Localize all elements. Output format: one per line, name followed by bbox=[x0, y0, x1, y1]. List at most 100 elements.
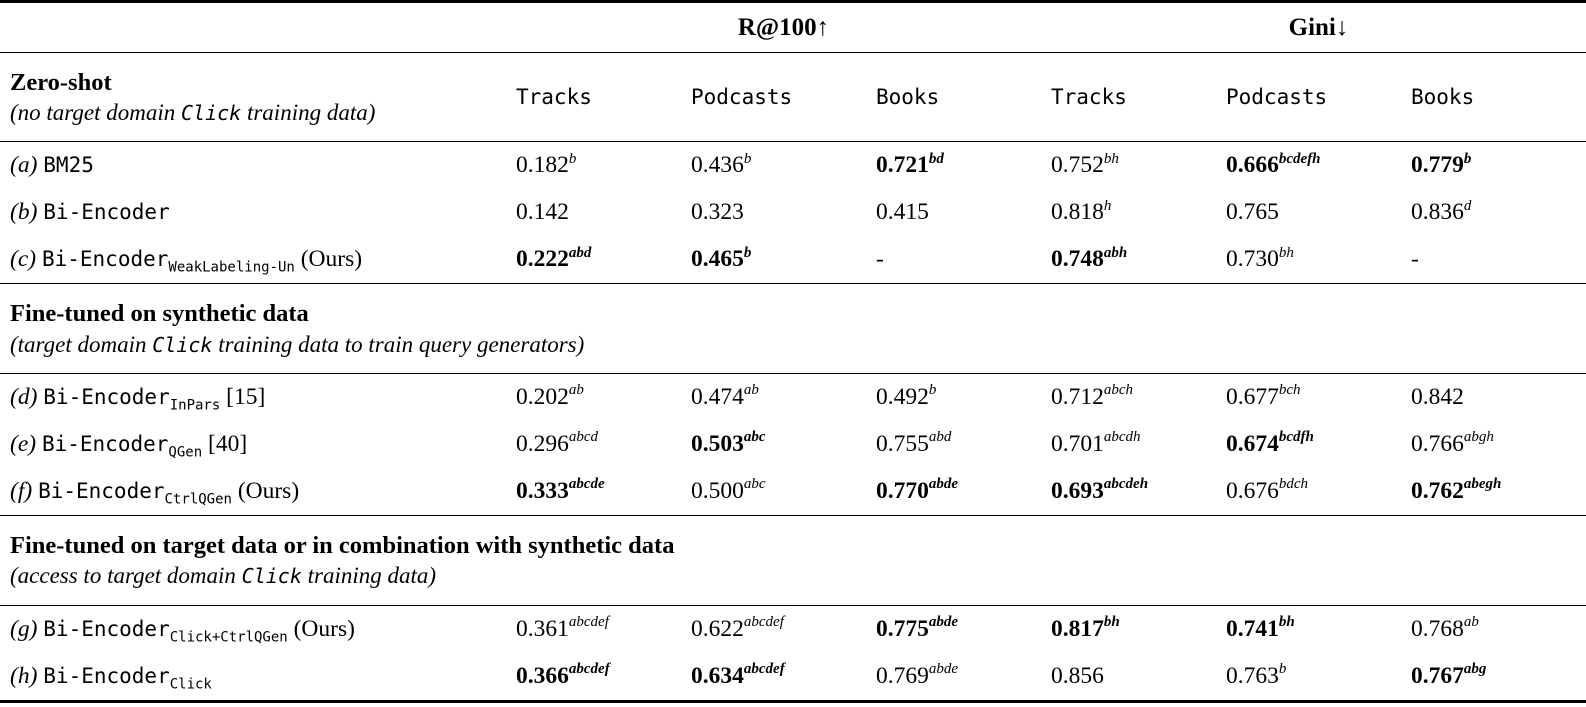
significance-markers: ab bbox=[743, 382, 759, 399]
significance-markers: abd bbox=[928, 429, 952, 446]
metric-value: 0.779 bbox=[1411, 152, 1464, 179]
metric-value-cell: 0.766abgh bbox=[1411, 421, 1586, 468]
metric-value-cell: 0.770abde bbox=[876, 468, 1051, 516]
metric-value-cell: 0.762abegh bbox=[1411, 468, 1586, 516]
metric-value-cell: 0.779b bbox=[1411, 142, 1586, 190]
significance-markers: abh bbox=[1103, 244, 1128, 261]
metric-value: 0.765 bbox=[1226, 199, 1279, 226]
row-index: (h) bbox=[10, 662, 38, 689]
model-variant-subscript: InPars bbox=[169, 397, 221, 414]
metric-value: - bbox=[876, 246, 884, 273]
metric-value: 0.856 bbox=[1051, 662, 1104, 689]
model-name: Bi-Encoder bbox=[43, 663, 170, 688]
model-name: Bi-Encoder bbox=[41, 432, 169, 457]
metric-value-cell: 0.436b bbox=[691, 142, 876, 190]
column-header-books-r100: Books bbox=[876, 84, 940, 109]
metric-value-cell: 0.712abch bbox=[1051, 374, 1226, 422]
model-label: (d) Bi-EncoderInPars [15] bbox=[0, 374, 516, 422]
section-subtitle-text: training data) bbox=[301, 563, 437, 589]
section-header-row: Zero-shot (no target domain Click trainin… bbox=[0, 52, 1586, 142]
metric-value-cell: 0.202ab bbox=[516, 374, 691, 422]
metric-value: 0.770 bbox=[876, 478, 929, 505]
table-row: (b) Bi-Encoder 0.142 0.323 0.415 0.818h 0.765… bbox=[0, 189, 1586, 236]
metric-value: 0.701 bbox=[1051, 431, 1104, 458]
metric-value: 0.842 bbox=[1411, 384, 1464, 411]
metric-value-cell: 0.765 bbox=[1226, 189, 1411, 236]
metric-value: 0.182 bbox=[516, 152, 569, 179]
metric-value-cell: 0.768ab bbox=[1411, 605, 1586, 653]
significance-markers: bcdfh bbox=[1278, 429, 1314, 446]
metric-group-row: R@100↑ Gini↓ bbox=[0, 2, 1586, 53]
metric-value-cell: 0.741bh bbox=[1226, 605, 1411, 653]
metric-value: 0.769 bbox=[876, 662, 929, 689]
significance-markers: h bbox=[1103, 197, 1112, 214]
metric-value: 0.492 bbox=[876, 384, 929, 411]
metric-value-cell: 0.361abcdef bbox=[516, 605, 691, 653]
metric-value: 0.741 bbox=[1226, 615, 1279, 642]
metric-value-cell: 0.701abcdh bbox=[1051, 421, 1226, 468]
model-suffix: [40] bbox=[202, 431, 248, 458]
significance-markers: abc bbox=[743, 476, 766, 493]
significance-markers: abcdeh bbox=[1103, 476, 1149, 493]
metric-value: 0.755 bbox=[876, 431, 929, 458]
model-variant-subscript: Click bbox=[169, 676, 212, 693]
row-index: (g) bbox=[10, 615, 38, 642]
metric-value-cell: 0.182b bbox=[516, 142, 691, 190]
metric-value: 0.762 bbox=[1411, 478, 1464, 505]
section-subtitle-text: training data to train query generators) bbox=[212, 331, 585, 357]
table-row: (h) Bi-EncoderClick 0.366abcdef 0.634abcde… bbox=[0, 653, 1586, 702]
table-row: (d) Bi-EncoderInPars [15] 0.202ab 0.474ab 0… bbox=[0, 374, 1586, 422]
model-label: (b) Bi-Encoder bbox=[0, 189, 516, 236]
model-suffix: (Ours) bbox=[231, 478, 300, 505]
significance-markers: b bbox=[928, 382, 937, 399]
model-name: Bi-Encoder bbox=[43, 616, 170, 641]
metric-value-cell: 0.676bdch bbox=[1226, 468, 1411, 516]
metric-value-cell: 0.296abcd bbox=[516, 421, 691, 468]
model-name: Bi-Encoder bbox=[41, 247, 169, 272]
section-title: Fine-tuned on synthetic data bbox=[10, 300, 309, 328]
section-subtitle-text: training data) bbox=[241, 99, 376, 125]
metric-value-cell: 0.222abd bbox=[516, 236, 691, 284]
section-subtitle-text: (target domain bbox=[10, 331, 153, 357]
section-header: Fine-tuned on synthetic data (target doma… bbox=[0, 284, 1586, 374]
metric-value-cell: 0.817bh bbox=[1051, 605, 1226, 653]
model-variant-subscript: WeakLabeling-Un bbox=[168, 260, 295, 277]
metric-value-cell: 0.730bh bbox=[1226, 236, 1411, 284]
metric-value-cell: 0.503abc bbox=[691, 421, 876, 468]
metric-value: 0.474 bbox=[691, 384, 744, 411]
significance-markers: abcdef bbox=[743, 661, 785, 678]
model-variant-subscript: Click+CtrlQGen bbox=[169, 629, 288, 646]
significance-markers: abd bbox=[568, 244, 592, 261]
metric-value: 0.818 bbox=[1051, 199, 1104, 226]
model-suffix: [15] bbox=[220, 384, 266, 411]
significance-markers: bh bbox=[1103, 150, 1119, 167]
section-subtitle-text: (no target domain bbox=[10, 99, 181, 125]
metric-value: 0.767 bbox=[1411, 662, 1464, 689]
model-label: (h) Bi-EncoderClick bbox=[0, 653, 516, 702]
metric-value-cell: 0.333abcde bbox=[516, 468, 691, 516]
row-index: (a) bbox=[10, 152, 38, 179]
model-suffix: (Ours) bbox=[294, 246, 363, 273]
metric-value: 0.142 bbox=[516, 199, 569, 226]
metric-value: 0.677 bbox=[1226, 384, 1279, 411]
row-index: (c) bbox=[10, 246, 37, 273]
metric-value-cell: 0.769abde bbox=[876, 653, 1051, 702]
table-row: (c) Bi-EncoderWeakLabeling-Un (Ours) 0.22… bbox=[0, 236, 1586, 284]
metric-value: 0.361 bbox=[516, 615, 569, 642]
row-index: (e) bbox=[10, 431, 37, 458]
metric-value: 0.296 bbox=[516, 431, 569, 458]
column-header-podcasts-gini: Podcasts bbox=[1226, 84, 1328, 109]
metric-value: 0.202 bbox=[516, 384, 569, 411]
section-header: Zero-shot (no target domain Click trainin… bbox=[0, 52, 516, 142]
metric-value-cell: 0.693abcdeh bbox=[1051, 468, 1226, 516]
metric-value: 0.817 bbox=[1051, 615, 1104, 642]
section-subtitle-text: (access to target domain bbox=[10, 563, 242, 589]
significance-markers: abcdh bbox=[1103, 429, 1141, 446]
metric-value: 0.436 bbox=[691, 152, 744, 179]
model-name: Bi-Encoder bbox=[38, 479, 165, 504]
model-label: (c) Bi-EncoderWeakLabeling-Un (Ours) bbox=[0, 236, 516, 284]
row-index: (b) bbox=[10, 199, 38, 226]
metric-value-cell: 0.674bcdfh bbox=[1226, 421, 1411, 468]
significance-markers: ab bbox=[1463, 614, 1479, 631]
